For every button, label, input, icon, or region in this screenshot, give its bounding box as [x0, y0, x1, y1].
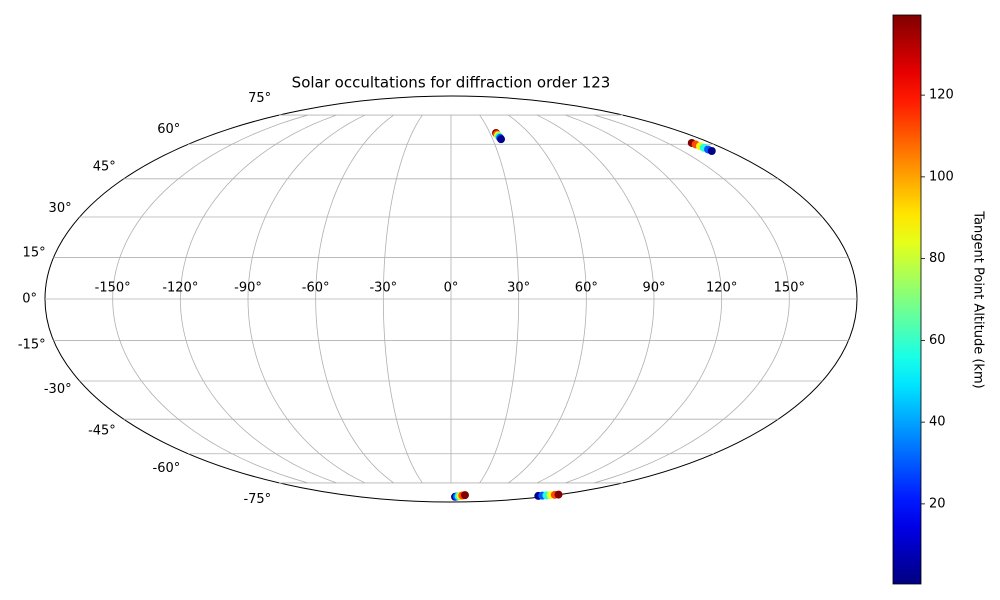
y-tick-label: -60°: [153, 461, 181, 476]
grid-line: [479, 114, 520, 484]
point: [460, 491, 469, 500]
x-tick-label: -120°: [162, 281, 198, 296]
grid-line: [179, 114, 337, 484]
grid-line: [565, 114, 723, 484]
grid-line: [594, 114, 790, 484]
colorbar-tick-label: 20: [929, 496, 946, 511]
x-tick-label: 90°: [642, 281, 665, 296]
x-tick-label: -30°: [369, 281, 397, 296]
chart-title: Solar occultations for diffraction order…: [292, 74, 611, 92]
x-tick-label: -60°: [302, 281, 330, 296]
colorbar: [892, 14, 922, 585]
x-tick-label: -150°: [95, 281, 131, 296]
y-tick-label: 0°: [22, 292, 37, 307]
y-tick-label: 60°: [157, 122, 180, 137]
point: [497, 135, 506, 144]
x-tick-label: 60°: [575, 281, 598, 296]
y-tick-label: 15°: [23, 246, 46, 261]
grid-line: [536, 114, 655, 484]
y-tick-label: -45°: [88, 424, 116, 439]
grid: [44, 95, 858, 503]
y-tick-label: -15°: [18, 337, 46, 352]
grid-line: [382, 114, 423, 484]
x-tick-label: 120°: [706, 281, 737, 296]
point: [707, 147, 716, 156]
point: [554, 490, 563, 499]
grid-line: [247, 114, 366, 484]
grid-line: [112, 114, 308, 484]
x-tick-label: -90°: [234, 281, 262, 296]
y-tick-label: -75°: [243, 492, 271, 507]
y-tick-label: -30°: [44, 382, 72, 397]
colorbar-label: Tangent Point Altitude (km): [971, 210, 986, 388]
y-tick-label: 75°: [248, 91, 271, 106]
colorbar-tick-label: 120: [929, 88, 954, 103]
tick-labels: -75° -60° -45° -30° -15° 0° 15° 30° 45° 60° 75° -15…: [18, 91, 805, 507]
points: [451, 128, 716, 501]
grid-line: [315, 114, 394, 484]
y-tick-label: 30°: [49, 201, 72, 216]
colorbar-tick-label: 100: [929, 169, 954, 184]
x-tick-label: 0°: [444, 281, 459, 296]
y-tick-label: 45°: [93, 159, 116, 174]
x-tick-label: 30°: [507, 281, 530, 296]
x-tick-label: 150°: [774, 281, 805, 296]
colorbar-tick-label: 60: [929, 333, 946, 348]
grid-line: [508, 114, 587, 484]
colorbar-tick-label: 40: [929, 415, 946, 430]
colorbar-tick-label: 80: [929, 251, 946, 266]
